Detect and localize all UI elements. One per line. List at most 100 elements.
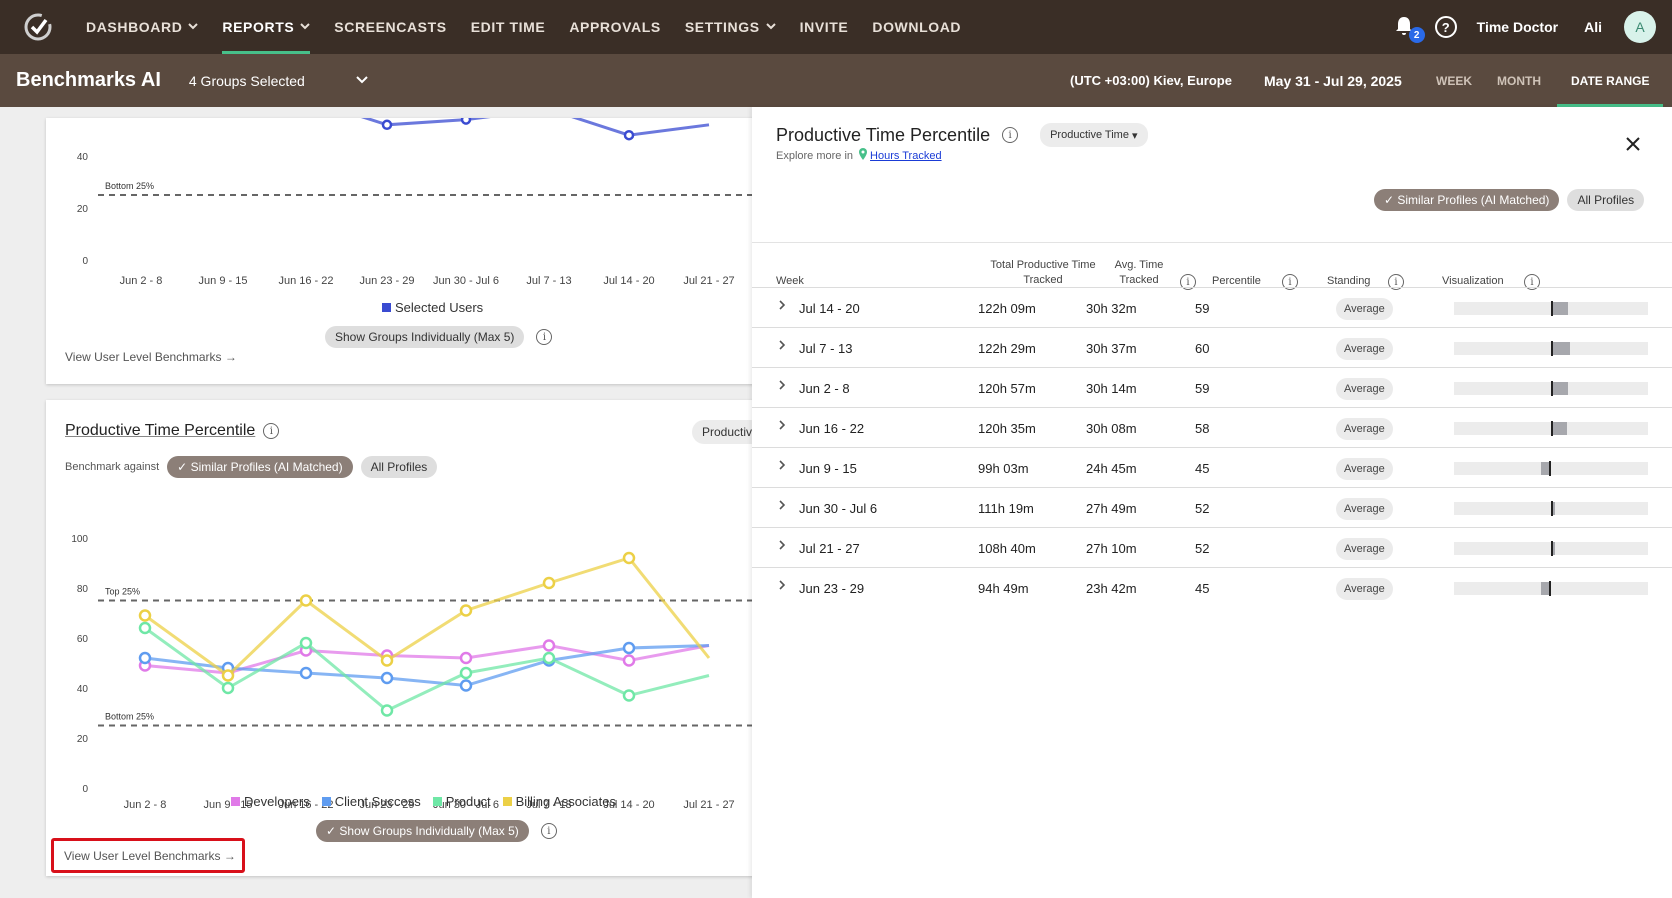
data-point[interactable] <box>542 651 556 665</box>
date-range-label[interactable]: May 31 - Jul 29, 2025 <box>1264 72 1402 89</box>
data-point[interactable] <box>380 671 394 685</box>
company-name[interactable]: Time Doctor <box>1476 19 1559 35</box>
data-point[interactable] <box>460 118 472 125</box>
data-point[interactable] <box>459 666 473 680</box>
data-point[interactable] <box>381 119 393 131</box>
caret-down-icon: ▾ <box>1128 129 1138 142</box>
table-row[interactable]: Jun 2 - 8 120h 57m 30h 14m 59 Average <box>752 367 1672 409</box>
column-header-standing: Standing <box>1327 275 1371 287</box>
expand-chevron-icon[interactable] <box>778 579 786 594</box>
table-row[interactable]: Jul 7 - 13 122h 29m 30h 37m 60 Average <box>752 327 1672 369</box>
expand-chevron-icon[interactable] <box>778 339 786 354</box>
info-icon[interactable]: i <box>263 423 280 439</box>
info-icon[interactable]: i <box>1524 274 1540 290</box>
y-tick-label: 0 <box>82 784 88 795</box>
nav-item-invite[interactable]: INVITE <box>788 0 861 54</box>
show-groups-button[interactable]: Show Groups Individually (Max 5) <box>325 326 525 348</box>
tab-month[interactable]: MONTH <box>1497 73 1541 88</box>
table-row[interactable]: Jul 14 - 20 122h 09m 30h 32m 59 Average <box>752 287 1672 329</box>
nav-item-edit-time[interactable]: EDIT TIME <box>459 0 558 54</box>
data-point[interactable] <box>542 639 556 652</box>
nav-item-settings[interactable]: SETTINGS <box>673 0 788 54</box>
nav-item-reports[interactable]: REPORTS <box>210 0 322 54</box>
all-profiles-toggle[interactable]: All Profiles <box>360 456 438 478</box>
data-point[interactable] <box>542 576 556 590</box>
expand-chevron-icon[interactable] <box>778 299 786 314</box>
view-user-level-link[interactable]: View User Level Benchmarks → <box>51 838 245 873</box>
y-tick-label: 60 <box>77 634 89 645</box>
hours-tracked-link[interactable]: Hours Tracked <box>870 149 942 162</box>
data-point[interactable] <box>138 651 152 665</box>
metric-dropdown[interactable]: Productive Time ▾ <box>1040 123 1148 147</box>
notification-bell-icon[interactable]: 2 <box>1393 15 1425 43</box>
nav-item-dashboard[interactable]: DASHBOARD <box>74 0 210 54</box>
column-header-week: Week <box>776 275 804 287</box>
table-row[interactable]: Jun 23 - 29 94h 49m 23h 42m 45 Average <box>752 567 1672 609</box>
page-title: Benchmarks AI <box>16 69 161 91</box>
expand-chevron-icon[interactable] <box>778 499 786 514</box>
percentile-cell: 45 <box>1195 461 1210 476</box>
data-point[interactable] <box>380 704 394 717</box>
data-point[interactable] <box>221 669 235 682</box>
info-icon[interactable]: i <box>1388 274 1404 290</box>
data-point[interactable] <box>622 654 636 667</box>
week-cell: Jun 2 - 8 <box>799 381 850 396</box>
data-point[interactable] <box>622 551 636 565</box>
data-point[interactable] <box>380 654 394 667</box>
show-groups-button[interactable]: ✓ Show Groups Individually (Max 5) <box>316 820 529 842</box>
data-point[interactable] <box>622 641 636 655</box>
close-icon[interactable] <box>1622 133 1644 155</box>
tab-date-range[interactable]: DATE RANGE <box>1556 54 1664 107</box>
app-logo-icon[interactable] <box>18 7 58 47</box>
y-tick-label: 40 <box>77 684 89 695</box>
data-point[interactable] <box>459 679 473 692</box>
percentile-visualization <box>1454 341 1648 356</box>
nav-item-screencasts[interactable]: SCREENCASTS <box>322 0 458 54</box>
timezone-label[interactable]: (UTC +03:00) Kiev, Europe <box>1070 73 1232 88</box>
data-point[interactable] <box>299 666 313 680</box>
data-point[interactable] <box>138 609 152 622</box>
info-icon[interactable]: i <box>1282 274 1298 290</box>
avatar[interactable]: A <box>1624 11 1656 43</box>
info-icon[interactable]: i <box>1002 127 1019 143</box>
nav-item-download[interactable]: DOWNLOAD <box>860 0 973 54</box>
expand-chevron-icon[interactable] <box>778 379 786 394</box>
table-row[interactable]: Jun 16 - 22 120h 35m 30h 08m 58 Average <box>752 407 1672 449</box>
user-name[interactable]: Ali <box>1584 19 1602 35</box>
expand-chevron-icon[interactable] <box>778 459 786 474</box>
help-icon[interactable]: ? <box>1434 16 1457 38</box>
tab-week[interactable]: WEEK <box>1436 73 1472 88</box>
percentile-cell: 60 <box>1195 341 1210 356</box>
total-cell: 120h 35m <box>978 421 1036 436</box>
similar-profiles-label: Similar Profiles (AI Matched) <box>1397 193 1550 207</box>
data-point[interactable] <box>623 129 635 141</box>
all-profiles-toggle[interactable]: All Profiles <box>1567 189 1645 211</box>
legend-label-selected-users: Selected Users <box>395 300 484 315</box>
info-icon[interactable]: i <box>536 329 553 345</box>
chevron-down-icon[interactable] <box>355 74 369 88</box>
expand-chevron-icon[interactable] <box>778 419 786 434</box>
view-user-level-link[interactable]: View User Level Benchmarks → <box>65 350 237 364</box>
table-row[interactable]: Jun 9 - 15 99h 03m 24h 45m 45 Average <box>752 447 1672 489</box>
nav-item-label: EDIT TIME <box>470 19 546 35</box>
nav-item-approvals[interactable]: APPROVALS <box>557 0 673 54</box>
info-icon[interactable]: i <box>1180 274 1196 290</box>
x-tick-label: Jun 23 - 29 <box>359 799 414 810</box>
table-row[interactable]: Jun 30 - Jul 6 111h 19m 27h 49m 52 Average <box>752 487 1672 529</box>
data-point[interactable] <box>299 594 313 607</box>
data-point[interactable] <box>138 621 152 635</box>
similar-profiles-toggle[interactable]: ✓ Similar Profiles (AI Matched) <box>1374 189 1560 211</box>
data-point[interactable] <box>221 681 235 695</box>
data-point[interactable] <box>299 636 313 650</box>
data-point[interactable] <box>459 651 473 665</box>
similar-profiles-toggle[interactable]: ✓ Similar Profiles (AI Matched) <box>167 456 353 478</box>
week-cell: Jul 7 - 13 <box>799 341 853 356</box>
visualization-marker <box>1551 341 1553 356</box>
table-row[interactable]: Jul 21 - 27 108h 40m 27h 10m 52 Average <box>752 527 1672 569</box>
data-point[interactable] <box>459 604 473 617</box>
group-selector[interactable]: 4 Groups Selected <box>188 72 305 89</box>
expand-chevron-icon[interactable] <box>778 539 786 554</box>
data-point[interactable] <box>622 689 636 702</box>
info-icon[interactable]: i <box>540 823 557 839</box>
legend-label: Billing Associates <box>515 794 617 809</box>
